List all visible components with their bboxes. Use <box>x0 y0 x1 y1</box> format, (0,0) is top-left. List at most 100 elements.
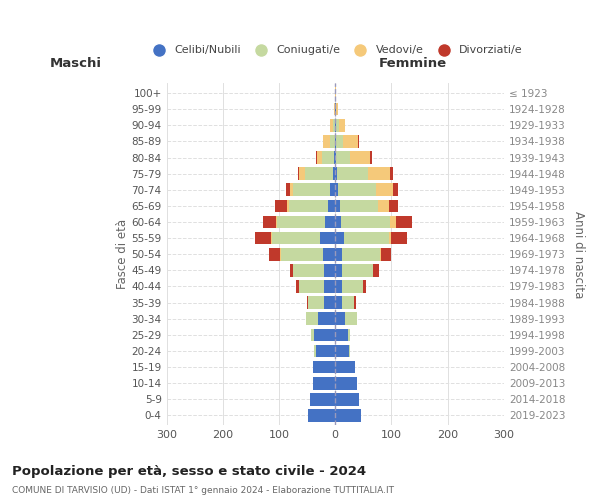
Bar <box>306 312 319 325</box>
Bar <box>355 296 356 309</box>
Bar <box>382 248 391 260</box>
Bar <box>316 151 317 164</box>
Bar <box>322 151 334 164</box>
Bar <box>335 168 337 180</box>
Bar <box>323 135 330 147</box>
Bar <box>311 328 314 341</box>
Bar <box>337 151 350 164</box>
Bar <box>347 328 350 341</box>
Bar <box>350 151 370 164</box>
Text: COMUNE DI TARVISIO (UD) - Dati ISTAT 1° gennaio 2024 - Elaborazione TUTTITALIA.I: COMUNE DI TARVISIO (UD) - Dati ISTAT 1° … <box>12 486 394 495</box>
Bar <box>324 280 335 293</box>
Bar <box>299 280 324 293</box>
Bar <box>335 216 341 228</box>
Bar <box>317 151 322 164</box>
Bar <box>316 344 335 358</box>
Bar <box>336 135 343 147</box>
Bar <box>335 232 344 244</box>
Bar <box>341 216 391 228</box>
Bar <box>287 200 289 212</box>
Bar <box>336 119 338 132</box>
Bar <box>342 280 364 293</box>
Bar <box>314 344 316 358</box>
Bar <box>305 168 333 180</box>
Legend: Celibi/Nubili, Coniugati/e, Vedovi/e, Divorziati/e: Celibi/Nubili, Coniugati/e, Vedovi/e, Di… <box>143 41 527 60</box>
Bar <box>335 280 342 293</box>
Bar <box>277 216 325 228</box>
Y-axis label: Fasce di età: Fasce di età <box>116 219 128 290</box>
Bar <box>271 232 272 244</box>
Bar <box>346 312 356 325</box>
Bar <box>323 248 335 260</box>
Bar <box>380 248 382 260</box>
Bar <box>263 216 275 228</box>
Bar <box>364 280 366 293</box>
Bar <box>337 103 338 116</box>
Bar <box>342 296 355 309</box>
Bar <box>275 200 287 212</box>
Bar <box>391 168 393 180</box>
Bar <box>320 232 335 244</box>
Bar <box>349 344 350 358</box>
Bar <box>333 119 335 132</box>
Bar <box>319 312 335 325</box>
Bar <box>335 377 356 390</box>
Bar <box>335 361 355 374</box>
Bar <box>290 264 293 276</box>
Bar <box>337 168 368 180</box>
Bar <box>333 168 335 180</box>
Bar <box>391 216 396 228</box>
Bar <box>328 200 335 212</box>
Text: Maschi: Maschi <box>49 56 101 70</box>
Bar <box>335 393 359 406</box>
Bar <box>281 248 323 260</box>
Bar <box>396 216 412 228</box>
Bar <box>376 184 393 196</box>
Bar <box>391 232 407 244</box>
Bar <box>313 361 335 374</box>
Bar <box>370 151 373 164</box>
Bar <box>324 296 335 309</box>
Bar <box>272 232 320 244</box>
Bar <box>290 184 293 196</box>
Bar <box>314 328 335 341</box>
Bar <box>334 103 335 116</box>
Bar <box>308 296 324 309</box>
Y-axis label: Anni di nascita: Anni di nascita <box>572 210 585 298</box>
Bar <box>335 344 349 358</box>
Bar <box>289 200 328 212</box>
Bar <box>296 280 299 293</box>
Bar <box>330 119 333 132</box>
Bar <box>255 232 271 244</box>
Bar <box>344 232 389 244</box>
Bar <box>378 200 389 212</box>
Bar <box>335 248 342 260</box>
Text: Femmine: Femmine <box>379 56 447 70</box>
Bar <box>389 232 391 244</box>
Bar <box>335 151 337 164</box>
Bar <box>335 200 340 212</box>
Bar <box>338 119 346 132</box>
Bar <box>343 135 358 147</box>
Bar <box>275 216 277 228</box>
Bar <box>329 184 335 196</box>
Text: Popolazione per età, sesso e stato civile - 2024: Popolazione per età, sesso e stato civil… <box>12 464 366 477</box>
Bar <box>358 135 359 147</box>
Bar <box>335 296 342 309</box>
Bar <box>368 168 391 180</box>
Bar <box>335 184 338 196</box>
Bar <box>286 184 290 196</box>
Bar <box>307 296 308 309</box>
Bar <box>293 184 329 196</box>
Bar <box>330 135 335 147</box>
Bar <box>393 184 398 196</box>
Bar <box>342 264 373 276</box>
Bar <box>373 264 379 276</box>
Bar <box>308 409 335 422</box>
Bar <box>340 200 378 212</box>
Bar <box>335 328 347 341</box>
Bar <box>334 151 335 164</box>
Bar <box>324 264 335 276</box>
Bar <box>389 200 398 212</box>
Bar <box>335 264 342 276</box>
